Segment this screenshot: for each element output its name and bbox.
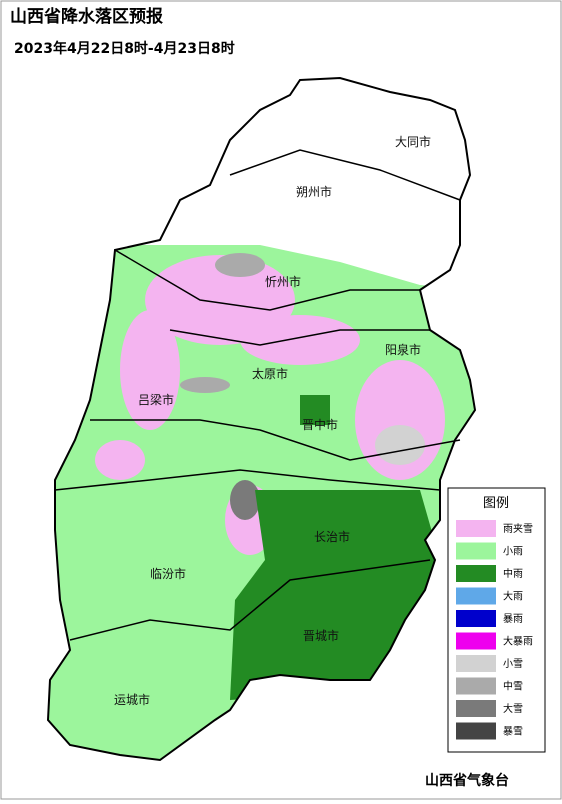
city-label: 忻州市 (265, 274, 301, 289)
city-label: 吕梁市 (138, 392, 174, 407)
legend-label: 暴雨 (503, 613, 523, 625)
city-label: 阳泉市 (385, 342, 421, 357)
city-label: 晋城市 (303, 628, 339, 643)
city-boundaries (54, 149, 461, 641)
legend-label: 大雨 (503, 590, 523, 603)
city-label: 朔州市 (296, 184, 332, 199)
legend-swatch (456, 565, 496, 582)
legend-label: 大雪 (503, 702, 523, 715)
legend-label: 大暴雨 (503, 635, 533, 648)
city-label: 太原市 (252, 366, 288, 381)
legend-label: 雨夹雪 (503, 522, 533, 535)
legend-title: 图例 (483, 496, 509, 511)
legend-label: 中雨 (503, 567, 523, 580)
city-label: 运城市 (114, 692, 150, 707)
legend-swatch (456, 655, 496, 672)
city-label: 临汾市 (150, 566, 186, 581)
city-label: 长治市 (314, 529, 350, 544)
legend-swatch (456, 632, 496, 650)
legend-swatch (456, 542, 496, 560)
footer: 山西省气象台 (425, 772, 509, 789)
legend-swatch (456, 520, 496, 537)
legend-label: 暴雪 (503, 726, 523, 738)
subtitle: 2023年4月22日8时-4月23日8时 (14, 40, 235, 57)
title: 山西省降水落区预报 (10, 6, 163, 27)
legend-swatch (456, 677, 496, 695)
legend-label: 中雪 (503, 680, 523, 693)
legend-label: 小雨 (503, 546, 523, 558)
legend-label: 小雪 (503, 658, 523, 670)
city-label: 大同市 (395, 134, 431, 149)
legend-swatch (456, 722, 496, 740)
legend-swatch (456, 610, 496, 627)
city-labels: 大同市 朔州市 忻州市 阳泉市 太原市 吕梁市 晋中市 长治市 临汾市 晋城市 … (114, 134, 431, 707)
city-label: 晋中市 (302, 417, 338, 432)
legend-swatch (456, 587, 496, 605)
legend-swatch (456, 700, 496, 717)
